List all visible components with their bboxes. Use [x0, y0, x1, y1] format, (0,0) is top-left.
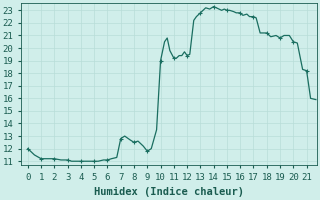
- X-axis label: Humidex (Indice chaleur): Humidex (Indice chaleur): [94, 187, 244, 197]
